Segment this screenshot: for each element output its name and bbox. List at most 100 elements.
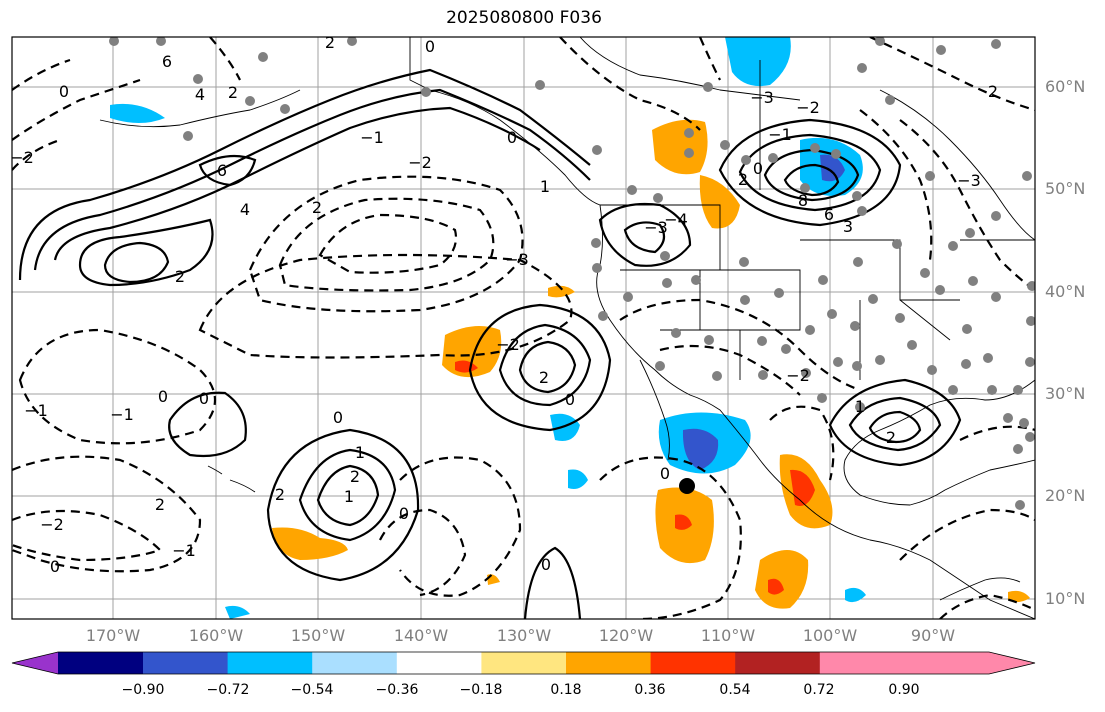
contour-label: 2 (228, 83, 238, 102)
contour-label: 1 (540, 177, 550, 196)
contour-label: 0 (565, 390, 575, 409)
contour-label: 6 (217, 161, 227, 180)
contour-label: −2 (40, 515, 64, 534)
lon-label-150w: 150°W (290, 626, 346, 645)
contour-label: 4 (195, 85, 205, 104)
map-frame (11, 36, 1036, 620)
orange-patch-hawaii (272, 527, 348, 560)
red-core-mx1 (675, 514, 692, 530)
contour-label: −3 (750, 88, 774, 107)
contour-label: −3 (505, 250, 529, 269)
contour-label: 0 (541, 555, 551, 574)
colorbar-segment (819, 652, 989, 674)
colorbar-tick: 0.72 (803, 682, 835, 698)
solid-contours (18, 68, 962, 619)
colorbar-tick: −0.18 (459, 682, 503, 698)
contour-labels: 2 0 6 4 2 −1 2 −2 −3 0 1 −2 −1 0 2 8 6 3… (10, 33, 998, 576)
colorbar-tick: −0.90 (121, 682, 165, 698)
map-title: 2025080800 F036 (446, 8, 602, 28)
contour-label: 0 (333, 408, 343, 427)
contour-label: 2 (350, 467, 360, 486)
contour-label: −1 (172, 541, 196, 560)
contour-label: −2 (496, 335, 520, 354)
colorbar-tick: 0.36 (634, 682, 666, 698)
contour-label: −2 (10, 148, 34, 167)
lon-label-130w: 130°W (496, 626, 552, 645)
contour-label: 0 (199, 389, 209, 408)
contour-label: 6 (162, 52, 172, 71)
contour-label: 0 (399, 504, 409, 523)
colorbar-segment (227, 652, 313, 674)
colorbar-segment (312, 652, 398, 674)
contour-label: 1 (355, 443, 365, 462)
lat-label-20n: 20°N (1045, 486, 1086, 505)
graticule (12, 37, 1035, 619)
orange-patch-small1 (548, 285, 575, 298)
colorbar-segment (58, 652, 144, 674)
contour-label: −3 (644, 218, 668, 237)
lat-label-30n: 30°N (1045, 384, 1086, 403)
contour-label: 3 (843, 217, 853, 236)
contour-label: 1 (855, 397, 865, 416)
dashed-contours (12, 37, 1035, 619)
colorbar (11, 651, 1036, 675)
lon-label-110w: 110°W (700, 626, 756, 645)
colorbar-tick: −0.54 (290, 682, 334, 698)
lon-label-120w: 120°W (598, 626, 654, 645)
lon-label-160w: 160°W (188, 626, 244, 645)
contour-label: −1 (24, 401, 48, 420)
blue-patch-small2 (568, 469, 588, 489)
contour-label: 2 (539, 368, 549, 387)
colorbar-tick: 0.54 (719, 682, 751, 698)
coastlines (99, 37, 1035, 619)
blue-core-gulf (682, 428, 719, 470)
contour-label: 2 (175, 267, 185, 286)
contour-label: 6 (824, 205, 834, 224)
colorbar-tick: −0.72 (206, 682, 250, 698)
colorbar-segment (481, 652, 567, 674)
colorbar-segment (143, 652, 229, 674)
lat-label-10n: 10°N (1045, 589, 1086, 608)
contour-label: 4 (240, 200, 250, 219)
blue-patch-small1 (550, 413, 580, 441)
colorbar-segment (735, 652, 821, 674)
orange-patch-small2 (1008, 590, 1030, 603)
orange-patch-rockies (699, 175, 740, 229)
colorbar-tick: 0.18 (550, 682, 582, 698)
blue-patch-small4 (225, 605, 250, 619)
orange-patch-mx3 (755, 550, 809, 609)
lat-label-40n: 40°N (1045, 282, 1086, 301)
contour-label: 2 (155, 495, 165, 514)
lon-label-140w: 140°W (393, 626, 449, 645)
contour-label: 2 (325, 33, 335, 52)
contour-label: 0 (50, 557, 60, 576)
contour-label: 0 (59, 82, 69, 101)
colorbar-extend-high (989, 652, 1035, 674)
location-marker (679, 478, 695, 494)
contour-label: 0 (507, 128, 517, 147)
contour-label: −1 (768, 125, 792, 144)
contour-label: 0 (425, 37, 435, 56)
contour-label: −3 (957, 171, 981, 190)
contour-label: −4 (664, 210, 688, 229)
colorbar-extend-low (12, 652, 58, 674)
contour-label: 8 (798, 191, 808, 210)
blue-patch-alaska (110, 103, 165, 123)
contour-label: 0 (660, 464, 670, 483)
colorbar-tick: 0.90 (888, 682, 920, 698)
contour-label: 1 (344, 487, 354, 506)
contour-label: −2 (796, 98, 820, 117)
contour-label: 0 (753, 159, 763, 178)
colorbar-outline (11, 651, 1036, 675)
colorbar-segment (650, 652, 736, 674)
contour-label: 0 (158, 387, 168, 406)
contour-label: 2 (275, 485, 285, 504)
lon-label-170w: 170°W (85, 626, 141, 645)
contour-label: −2 (408, 153, 432, 172)
lon-label-100w: 100°W (802, 626, 858, 645)
colorbar-tick: −0.36 (375, 682, 419, 698)
lat-label-60n: 60°N (1045, 77, 1086, 96)
contour-label: −2 (786, 366, 810, 385)
lon-label-90w: 90°W (910, 626, 956, 645)
